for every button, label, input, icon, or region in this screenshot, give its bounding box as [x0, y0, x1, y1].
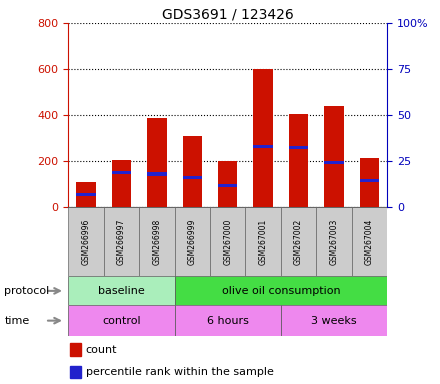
- Bar: [316, 207, 352, 276]
- Bar: [76, 193, 95, 196]
- Title: GDS3691 / 123426: GDS3691 / 123426: [162, 8, 293, 22]
- Bar: [253, 69, 273, 207]
- Text: GSM267000: GSM267000: [223, 219, 232, 265]
- Text: count: count: [86, 345, 117, 355]
- Bar: [175, 276, 387, 305]
- Text: baseline: baseline: [98, 286, 145, 296]
- Text: GSM266999: GSM266999: [188, 219, 197, 265]
- Bar: [210, 207, 246, 276]
- Bar: [68, 207, 104, 276]
- Bar: [68, 305, 175, 336]
- Text: 6 hours: 6 hours: [207, 316, 249, 326]
- Text: time: time: [4, 316, 29, 326]
- Bar: [183, 176, 202, 179]
- Text: GSM267004: GSM267004: [365, 219, 374, 265]
- Bar: [70, 366, 81, 379]
- Text: protocol: protocol: [4, 286, 50, 296]
- Bar: [183, 136, 202, 207]
- Bar: [147, 118, 167, 207]
- Bar: [112, 171, 131, 174]
- Bar: [253, 145, 273, 148]
- Bar: [352, 207, 387, 276]
- Bar: [175, 207, 210, 276]
- Text: GSM267003: GSM267003: [330, 219, 338, 265]
- Bar: [76, 182, 95, 207]
- Text: GSM267002: GSM267002: [294, 219, 303, 265]
- Text: GSM266998: GSM266998: [152, 219, 161, 265]
- Text: control: control: [102, 316, 141, 326]
- Bar: [112, 160, 131, 207]
- Bar: [104, 207, 139, 276]
- Bar: [360, 158, 379, 207]
- Bar: [218, 161, 238, 207]
- Bar: [324, 106, 344, 207]
- Bar: [68, 276, 175, 305]
- Text: GSM266996: GSM266996: [81, 219, 91, 265]
- Bar: [289, 114, 308, 207]
- Text: 3 weeks: 3 weeks: [311, 316, 357, 326]
- Bar: [218, 184, 238, 187]
- Bar: [289, 146, 308, 149]
- Bar: [281, 305, 387, 336]
- Bar: [147, 172, 167, 175]
- Bar: [360, 179, 379, 182]
- Bar: [175, 305, 281, 336]
- Bar: [281, 207, 316, 276]
- Bar: [246, 207, 281, 276]
- Text: olive oil consumption: olive oil consumption: [222, 286, 340, 296]
- Text: percentile rank within the sample: percentile rank within the sample: [86, 367, 274, 377]
- Bar: [70, 343, 81, 356]
- Bar: [324, 161, 344, 164]
- Bar: [139, 207, 175, 276]
- Text: GSM266997: GSM266997: [117, 219, 126, 265]
- Text: GSM267001: GSM267001: [259, 219, 268, 265]
